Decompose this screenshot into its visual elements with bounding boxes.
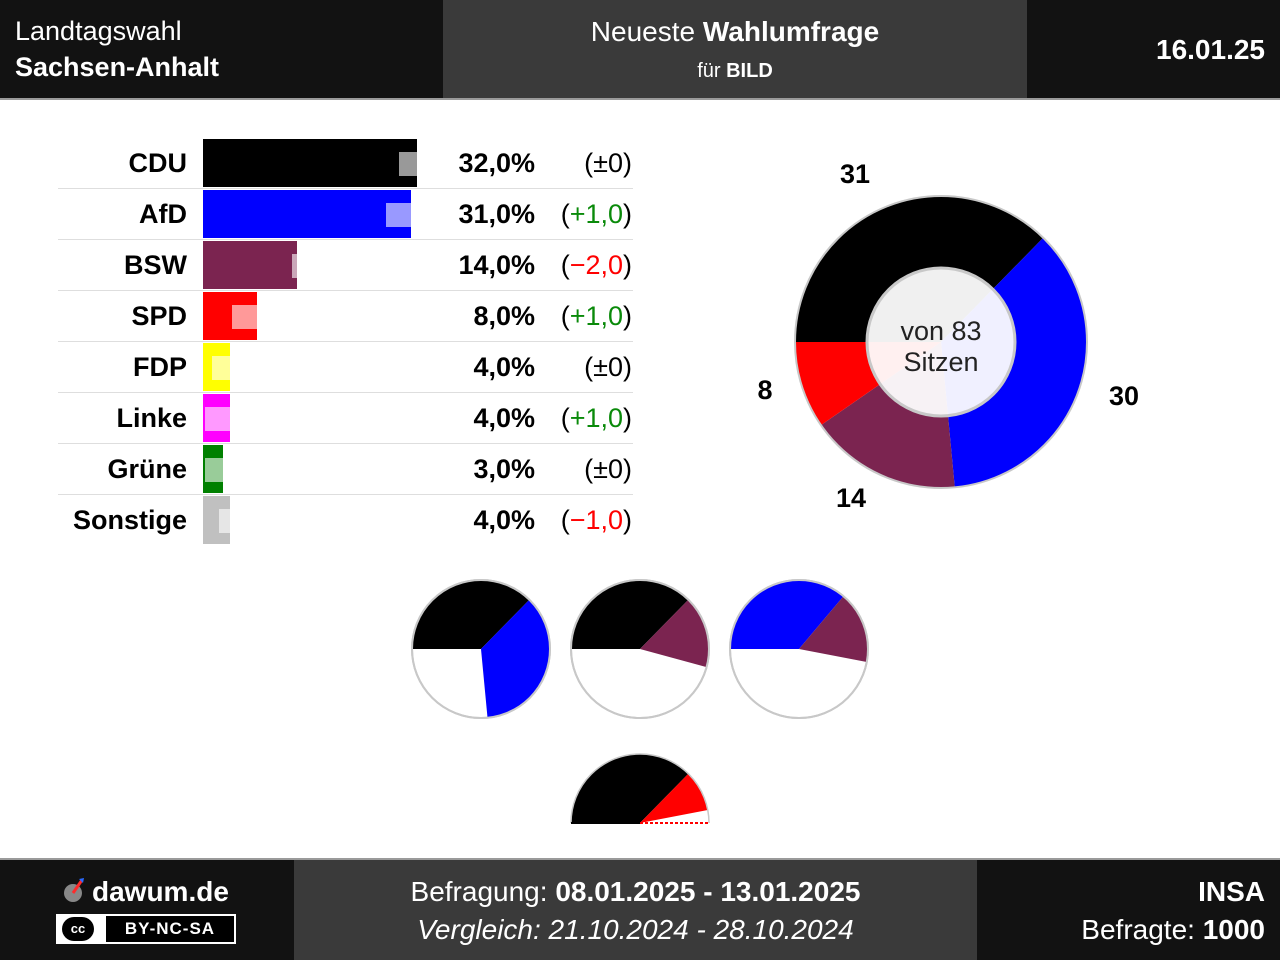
value-label: 31,0% bbox=[458, 199, 535, 229]
party-label: SPD bbox=[131, 301, 187, 331]
coalition-pie-outline bbox=[729, 579, 869, 719]
party-label: CDU bbox=[128, 148, 188, 178]
donut-slice bbox=[795, 196, 1044, 342]
header-center-panel bbox=[443, 0, 1027, 98]
change-label: (±0) bbox=[584, 148, 632, 178]
previous-value-marker bbox=[218, 509, 255, 533]
subtitle-prefix: für bbox=[697, 60, 727, 82]
bar bbox=[203, 241, 297, 289]
respondents: Befragte: 1000 bbox=[1081, 914, 1265, 946]
page-subtitle: für BILD bbox=[443, 60, 1027, 83]
comparison-period: Vergleich: 21.10.2024 - 28.10.2024 bbox=[417, 914, 854, 945]
survey-period: Befragung: 08.01.2025 - 13.01.2025 bbox=[294, 876, 977, 908]
row-separator bbox=[58, 188, 633, 189]
previous-value-marker bbox=[211, 356, 248, 380]
donut-center-line2: Sitzen bbox=[903, 347, 979, 377]
value-label: 4,0% bbox=[473, 505, 535, 535]
title-prefix: Neueste bbox=[590, 16, 703, 47]
change-label: (+1,0) bbox=[560, 403, 632, 433]
coalition-slice bbox=[412, 580, 530, 649]
poll-date: 16.01.25 bbox=[1156, 34, 1265, 65]
change-label: (+1,0) bbox=[560, 199, 632, 229]
license-badge[interactable]: cc BY-NC-SA bbox=[56, 914, 236, 944]
change-label: (±0) bbox=[584, 454, 632, 484]
party-label: Grüne bbox=[107, 454, 187, 484]
survey-prefix: Befragung: bbox=[410, 876, 556, 907]
bar-chart: CDU 32,0% (±0) AfD 31,0% (+1,0) BSW 14,0% (−2,0)… bbox=[0, 0, 700, 560]
party-label: BSW bbox=[124, 250, 187, 280]
coalition-pie bbox=[729, 579, 869, 719]
coalition-half-outline bbox=[570, 753, 710, 824]
donut-center-label: von 83 Sitzen bbox=[841, 316, 1041, 378]
coalition-pie bbox=[411, 579, 551, 719]
bar bbox=[203, 139, 418, 187]
election-type: Landtagswahl bbox=[15, 16, 182, 46]
previous-value-marker bbox=[205, 458, 242, 482]
coalition-pie-outline bbox=[570, 579, 710, 719]
donut-slice bbox=[941, 237, 1087, 488]
title-bold: Wahlumfrage bbox=[702, 16, 880, 47]
coalition-slice bbox=[571, 580, 689, 649]
coalition-slice bbox=[571, 754, 689, 823]
coalition-pie-outline bbox=[411, 579, 551, 719]
coalition-slice bbox=[799, 596, 868, 662]
change-label: (+1,0) bbox=[560, 301, 632, 331]
cc-icon: cc bbox=[62, 917, 94, 941]
subtitle-client: BILD bbox=[726, 60, 773, 82]
party-label: Sonstige bbox=[72, 505, 187, 535]
coalition-pie bbox=[570, 579, 710, 719]
brand-link[interactable]: dawum.de bbox=[92, 876, 229, 907]
page-title: Neueste Wahlumfrage bbox=[443, 16, 1027, 48]
header-divider bbox=[0, 98, 1280, 100]
coalition-slice bbox=[640, 773, 708, 823]
previous-value-marker bbox=[386, 203, 422, 227]
value-label: 4,0% bbox=[473, 352, 535, 382]
seat-label: 30 bbox=[1109, 381, 1139, 411]
row-separator bbox=[58, 341, 633, 342]
respondents-prefix: Befragte: bbox=[1081, 914, 1203, 945]
row-separator bbox=[58, 392, 633, 393]
coalition-charts bbox=[411, 579, 869, 824]
value-label: 8,0% bbox=[473, 301, 535, 331]
donut-outline bbox=[794, 195, 1088, 489]
donut-hole bbox=[865, 266, 1017, 418]
row-separator bbox=[58, 290, 633, 291]
respondents-count: 1000 bbox=[1202, 914, 1265, 945]
value-label: 4,0% bbox=[473, 403, 535, 433]
survey-dates: 08.01.2025 - 13.01.2025 bbox=[555, 876, 861, 907]
footer-divider bbox=[0, 858, 1280, 860]
election-region: Sachsen-Anhalt bbox=[15, 52, 220, 82]
coalition-pie bbox=[570, 753, 710, 824]
dawum-logo-icon bbox=[64, 878, 84, 902]
row-separator bbox=[58, 494, 633, 495]
institute-name: INSA bbox=[1198, 876, 1265, 907]
previous-value-marker bbox=[292, 254, 329, 278]
party-label: FDP bbox=[133, 352, 187, 382]
previous-value-marker bbox=[231, 305, 268, 329]
seat-label: 14 bbox=[836, 483, 866, 513]
party-label: AfD bbox=[139, 199, 187, 229]
previous-value-marker bbox=[205, 407, 242, 431]
seat-label: 8 bbox=[757, 375, 772, 405]
row-separator bbox=[58, 443, 633, 444]
change-label: (−1,0) bbox=[560, 505, 632, 535]
seat-donut-chart: 31 30 14 8 bbox=[757, 159, 1139, 513]
donut-center-line1: von 83 bbox=[900, 316, 982, 346]
bar bbox=[203, 190, 411, 238]
value-label: 32,0% bbox=[458, 148, 535, 178]
value-label: 3,0% bbox=[473, 454, 535, 484]
coalition-slice bbox=[730, 580, 844, 649]
footer-center-panel bbox=[294, 860, 977, 960]
change-label: (±0) bbox=[584, 352, 632, 382]
seat-label: 31 bbox=[840, 159, 870, 189]
value-label: 14,0% bbox=[458, 250, 535, 280]
party-label: Linke bbox=[116, 403, 187, 433]
change-label: (−2,0) bbox=[560, 250, 632, 280]
license-label: BY-NC-SA bbox=[106, 916, 234, 942]
coalition-slice bbox=[481, 599, 550, 718]
coalition-slice bbox=[640, 599, 709, 668]
row-separator bbox=[58, 239, 633, 240]
previous-value-marker bbox=[399, 152, 436, 176]
